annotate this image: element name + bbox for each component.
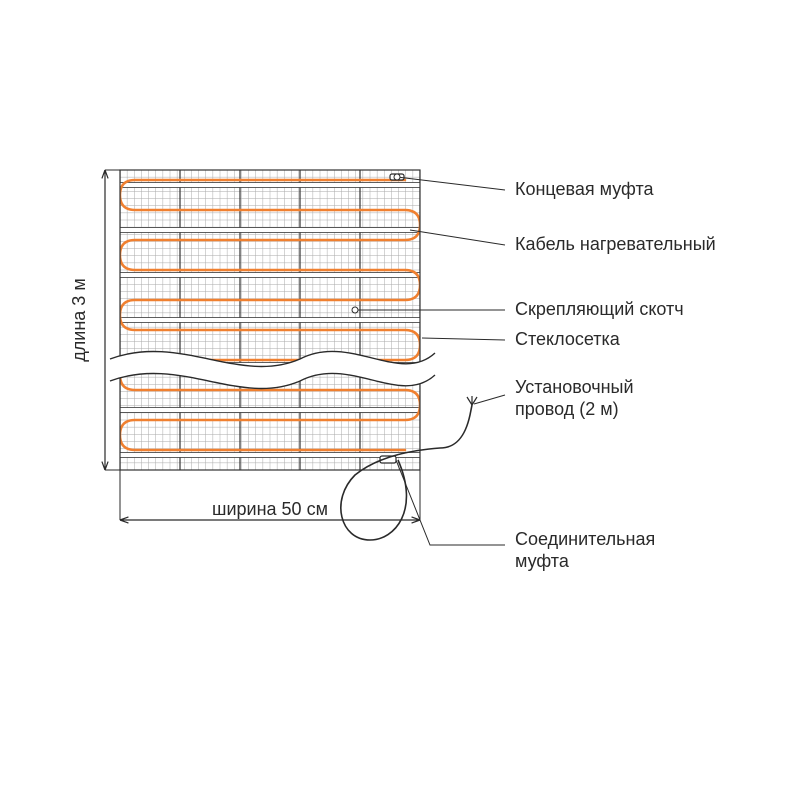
leader-conn xyxy=(396,460,505,545)
label-wire-2: провод (2 м) xyxy=(515,399,619,419)
label-conn: Соединительная xyxy=(515,529,655,549)
label-conn-2: муфта xyxy=(515,551,570,571)
label-end: Концевая муфта xyxy=(515,179,655,199)
mat-area xyxy=(120,170,420,470)
label-tape: Скрепляющий скотч xyxy=(515,299,684,319)
leader-dot-end xyxy=(394,174,400,180)
heating-mat-diagram: длина 3 м ширина 50 см Концевая муфта Кабел… xyxy=(0,0,800,800)
length-label: длина 3 м xyxy=(69,278,89,361)
leader-cable xyxy=(410,230,505,245)
label-cable: Кабель нагревательный xyxy=(515,234,716,254)
leader-wire xyxy=(474,395,505,404)
label-wire: Установочный xyxy=(515,377,634,397)
leader-mesh xyxy=(422,338,505,340)
leader-dot-tape xyxy=(352,307,358,313)
label-mesh: Стеклосетка xyxy=(515,329,621,349)
width-label: ширина 50 см xyxy=(212,499,328,519)
